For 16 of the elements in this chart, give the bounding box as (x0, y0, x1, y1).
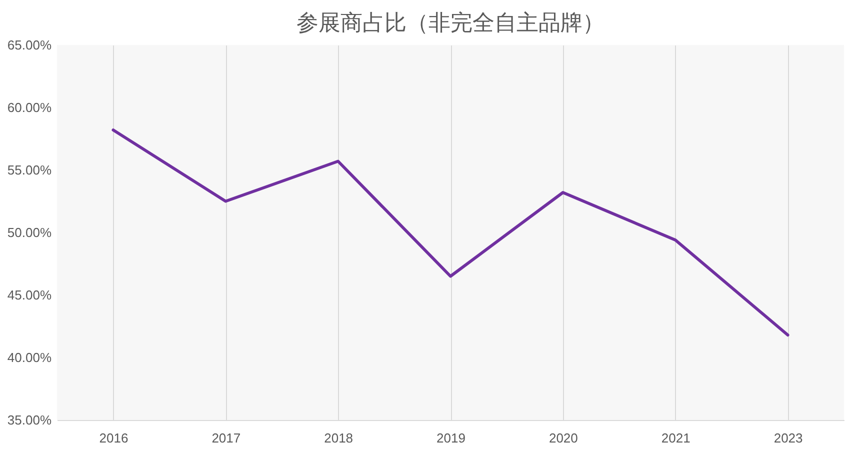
y-tick-label: 55.00% (7, 162, 52, 178)
y-tick-label: 65.00% (7, 38, 52, 52)
y-tick-label: 50.00% (7, 225, 52, 240)
x-tick-label: 2016 (99, 430, 128, 446)
x-tick-label: 2018 (324, 430, 354, 446)
chart-title: 参展商占比（非完全自主品牌） (296, 10, 604, 35)
y-tick-label: 40.00% (7, 350, 52, 365)
x-tick-label: 2019 (436, 430, 466, 446)
y-tick-label: 35.00% (7, 412, 52, 428)
y-tick-label: 60.00% (7, 100, 52, 115)
y-tick-label: 45.00% (7, 288, 52, 302)
x-tick-label: 2021 (661, 430, 690, 446)
line-series (112, 128, 790, 336)
x-tick-label: 2023 (774, 430, 803, 446)
x-tick-label: 2017 (212, 430, 241, 446)
x-tick-label: 2020 (548, 430, 578, 446)
